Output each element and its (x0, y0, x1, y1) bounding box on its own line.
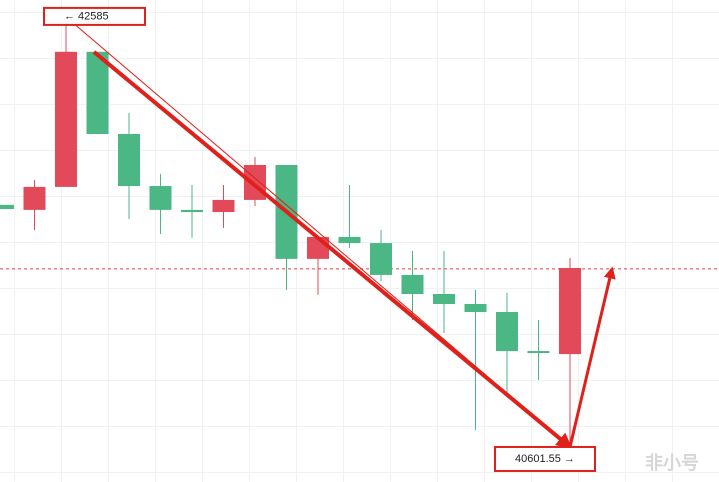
candle-body (559, 267, 581, 355)
annotation-label: ← 42585 (64, 10, 109, 22)
candle-body (527, 351, 550, 354)
candle-body (464, 303, 487, 313)
candle-body (86, 51, 109, 134)
watermark: 非小号 (645, 452, 699, 473)
candle-body (433, 294, 455, 304)
candle-body (149, 186, 172, 210)
annotation-box (494, 445, 596, 472)
annotation-box (43, 6, 146, 26)
candle-body (338, 236, 361, 244)
candle-body (212, 199, 235, 213)
candle-body (23, 186, 46, 210)
candle-body (401, 274, 424, 295)
candle-body (496, 312, 518, 352)
candle-body (55, 51, 77, 187)
rebound-arrow (568, 266, 616, 448)
candle-body (0, 204, 14, 210)
candle-body (244, 165, 266, 200)
annotation-label: 40601.55 → (515, 453, 575, 465)
candle-body (118, 133, 140, 187)
candle-body (370, 243, 392, 275)
candle-body (181, 209, 203, 213)
trend-arrow (92, 50, 573, 450)
